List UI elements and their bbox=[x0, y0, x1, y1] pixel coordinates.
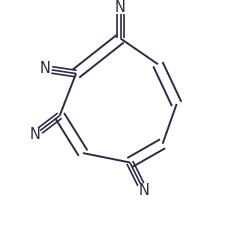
Text: N: N bbox=[29, 127, 40, 142]
Text: N: N bbox=[40, 61, 51, 76]
Text: N: N bbox=[115, 0, 126, 15]
Text: N: N bbox=[138, 183, 149, 198]
